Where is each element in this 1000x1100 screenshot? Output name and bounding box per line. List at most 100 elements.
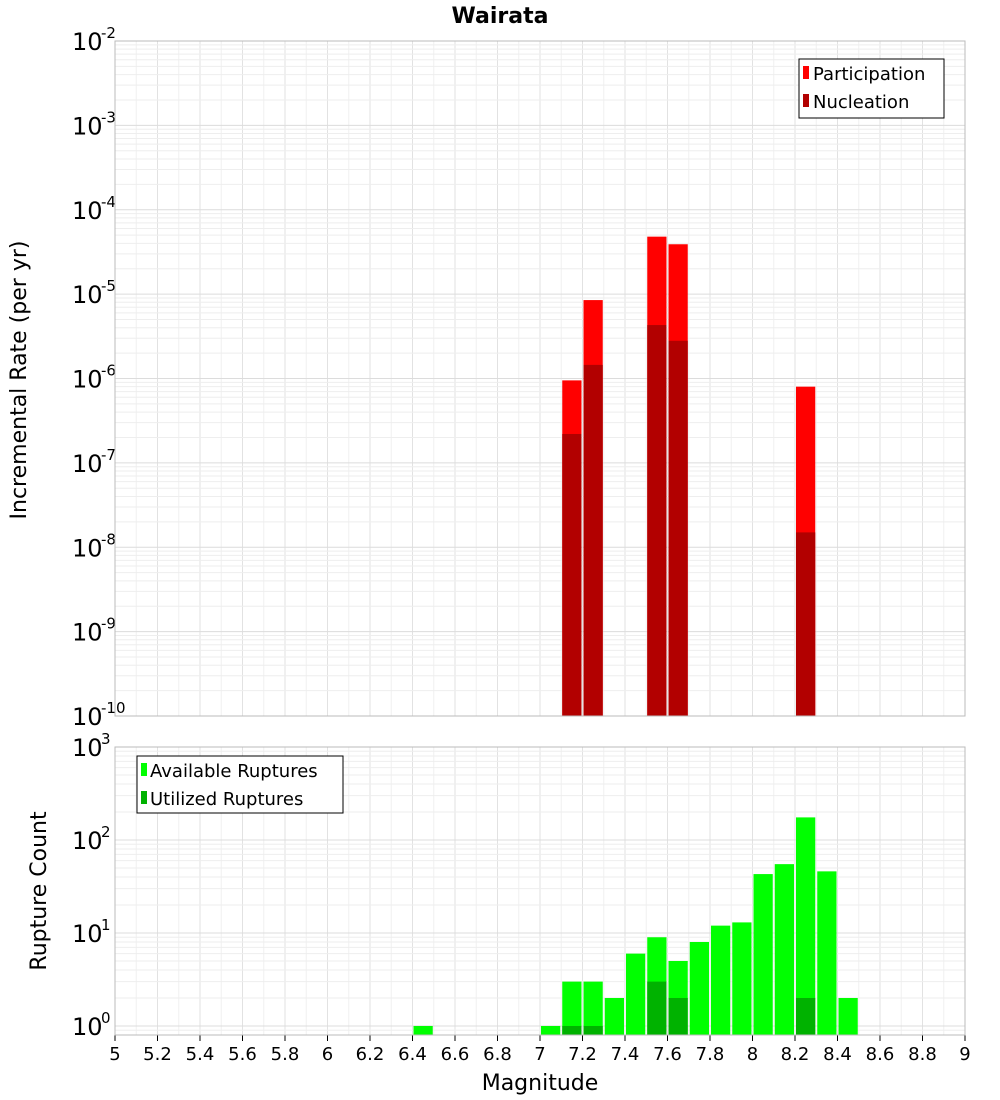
top-y-tick-7: 10-3 [72, 108, 116, 140]
svg-text:10: 10 [72, 703, 103, 731]
bottom-bar-available-ruptures-7.75 [689, 942, 709, 1035]
svg-text:10: 10 [72, 197, 103, 225]
bottom-y-tick-0: 100 [72, 1009, 111, 1041]
bottom-bar-available-ruptures-6.45 [413, 1025, 433, 1035]
x-tick-label-19: 8.8 [908, 1044, 937, 1065]
bottom-bar-utilized-ruptures-8.25 [796, 997, 816, 1035]
legend-swatch-available [141, 763, 147, 776]
x-ticks: 5 5.2 5.4 5.6 5.8 6 6.2 6.4 6.6 6.8 7 7.2 7.4 7.6 7.8 8… [109, 1035, 971, 1065]
legend-label-participation: Participation [813, 64, 925, 85]
top-bar-nucleation-7.25 [583, 364, 603, 716]
svg-text:10: 10 [72, 534, 103, 562]
bottom-bar-available-ruptures-8.05 [753, 874, 773, 1035]
bottom-bar-available-ruptures-7.15 [562, 981, 582, 1035]
x-tick-label-16: 8.2 [781, 1044, 810, 1065]
top-grid [114, 40, 966, 717]
top-y-tick-4: 10-6 [72, 362, 116, 394]
top-bar-nucleation-7.55 [647, 325, 667, 716]
x-axis-label: Magnitude [482, 1071, 599, 1096]
x-tick-label-13: 7.6 [653, 1044, 682, 1065]
svg-text:10: 10 [72, 734, 103, 762]
x-tick-label-20: 9 [959, 1044, 970, 1065]
chart-title: Wairata [452, 4, 549, 29]
top-bars [562, 236, 816, 717]
x-tick-label-3: 5.6 [228, 1044, 257, 1065]
top-bar-nucleation-8.25 [796, 532, 816, 716]
top-y-axis-label: Incremental Rate (per yr) [7, 241, 32, 520]
x-tick-label-15: 8 [747, 1044, 758, 1065]
bottom-bar-available-ruptures-7.45 [626, 953, 646, 1035]
bottom-bar-available-ruptures-7.25 [583, 981, 603, 1035]
top-legend: Participation Nucleation [798, 58, 945, 119]
bottom-bar-utilized-ruptures-7.25 [583, 1025, 603, 1035]
svg-text:-6: -6 [101, 362, 116, 380]
bottom-bar-available-ruptures-8.45 [838, 997, 858, 1035]
bottom-bar-available-ruptures-7.05 [541, 1025, 561, 1035]
bottom-y-tick-2: 102 [72, 823, 111, 855]
top-y-tick-8: 10-2 [72, 24, 116, 56]
top-bar-nucleation-7.15 [562, 433, 582, 716]
top-y-tick-1: 10-9 [72, 615, 116, 647]
top-y-tick-0: 10-10 [72, 699, 126, 731]
legend-label-utilized: Utilized Ruptures [150, 789, 303, 810]
legend-swatch-utilized [141, 791, 147, 804]
x-tick-label-8: 6.6 [441, 1044, 470, 1065]
bottom-y-tick-3: 103 [72, 730, 111, 762]
svg-text:-10: -10 [101, 699, 126, 717]
top-y-tick-5: 10-5 [72, 277, 116, 309]
x-tick-label-12: 7.4 [611, 1044, 640, 1065]
bottom-bar-available-ruptures-8.25 [796, 817, 816, 1035]
x-tick-label-9: 6.8 [483, 1044, 512, 1065]
bottom-bar-available-ruptures-7.95 [732, 922, 752, 1035]
svg-text:-5: -5 [101, 277, 116, 295]
legend-label-available: Available Ruptures [150, 761, 318, 782]
svg-text:10: 10 [72, 281, 103, 309]
bottom-bar-available-ruptures-8.35 [817, 871, 837, 1035]
top-bar-nucleation-7.65 [668, 340, 688, 716]
svg-text:0: 0 [101, 1009, 111, 1027]
svg-text:10: 10 [72, 920, 103, 948]
x-tick-label-0: 5 [109, 1044, 120, 1065]
x-tick-label-14: 7.8 [696, 1044, 725, 1065]
top-y-tick-2: 10-8 [72, 530, 116, 562]
svg-text:10: 10 [72, 827, 103, 855]
svg-text:10: 10 [72, 112, 103, 140]
svg-text:-4: -4 [101, 193, 116, 211]
top-y-tick-3: 10-7 [72, 446, 116, 478]
svg-text:-2: -2 [101, 24, 116, 42]
svg-text:2: 2 [101, 823, 111, 841]
x-tick-label-2: 5.4 [186, 1044, 215, 1065]
x-tick-label-6: 6.2 [356, 1044, 385, 1065]
bottom-legend: Available Ruptures Utilized Ruptures [136, 755, 344, 814]
x-tick-label-18: 8.6 [866, 1044, 895, 1065]
x-tick-label-1: 5.2 [143, 1044, 172, 1065]
svg-text:-9: -9 [101, 615, 116, 633]
bottom-bar-utilized-ruptures-7.15 [562, 1025, 582, 1035]
legend-swatch-nucleation [803, 94, 809, 107]
x-tick-label-7: 6.4 [398, 1044, 427, 1065]
bottom-y-axis-label: Rupture Count [27, 811, 52, 971]
svg-text:-3: -3 [101, 108, 116, 126]
svg-text:10: 10 [72, 450, 103, 478]
bottom-bar-available-ruptures-7.35 [604, 997, 624, 1035]
x-tick-label-17: 8.4 [823, 1044, 852, 1065]
legend-label-nucleation: Nucleation [813, 92, 909, 113]
svg-text:3: 3 [101, 730, 111, 748]
svg-text:-8: -8 [101, 530, 116, 548]
svg-text:10: 10 [72, 366, 103, 394]
svg-text:10: 10 [72, 619, 103, 647]
x-tick-label-5: 6 [322, 1044, 333, 1065]
bottom-y-tick-1: 101 [72, 916, 111, 948]
x-tick-label-4: 5.8 [271, 1044, 300, 1065]
bottom-bar-utilized-ruptures-7.65 [668, 997, 688, 1035]
bottom-bars [413, 817, 858, 1035]
bottom-bar-available-ruptures-8.15 [774, 864, 794, 1035]
bottom-bar-available-ruptures-7.85 [711, 925, 731, 1035]
x-tick-label-11: 7.2 [568, 1044, 597, 1065]
svg-text:-7: -7 [101, 446, 116, 464]
top-y-tick-6: 10-4 [72, 193, 116, 225]
x-tick-label-10: 7 [534, 1044, 545, 1065]
